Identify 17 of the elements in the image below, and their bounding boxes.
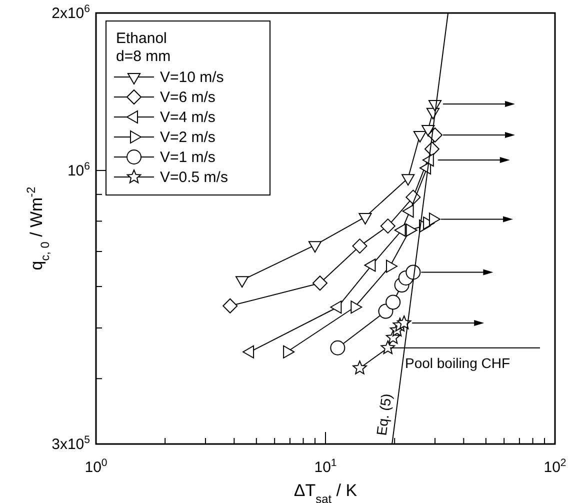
text: Eq. (5) [373,392,394,436]
x-tick-label: 10$^{2}$ [544,457,566,476]
legend-title: Ethanol [116,30,167,47]
x-axis-title: ΔT$_{sat}$ / K [294,481,358,503]
annotation: d=8 mm [116,48,171,65]
x-tick-label: 10$^{0}$ [84,457,108,476]
legend-label: V=10 m/s [160,69,224,86]
y-tick-label: 2x10$^{6}$ [52,3,90,22]
x-tick-label: 10$^{1}$ [314,457,337,476]
y-tick-label: 10$^{6}$ [67,160,90,180]
legend-label: V=2 m/s [160,129,216,146]
legend-label: V=4 m/s [160,109,216,126]
series-label: Pool boiling CHF [404,354,510,371]
y-tick-label: 3x10$^{5}$ [52,434,90,453]
legend-label: V=1 m/s [160,149,216,166]
legend-label: V=0.5 m/s [160,169,228,186]
legend-label: V=6 m/s [160,89,216,106]
